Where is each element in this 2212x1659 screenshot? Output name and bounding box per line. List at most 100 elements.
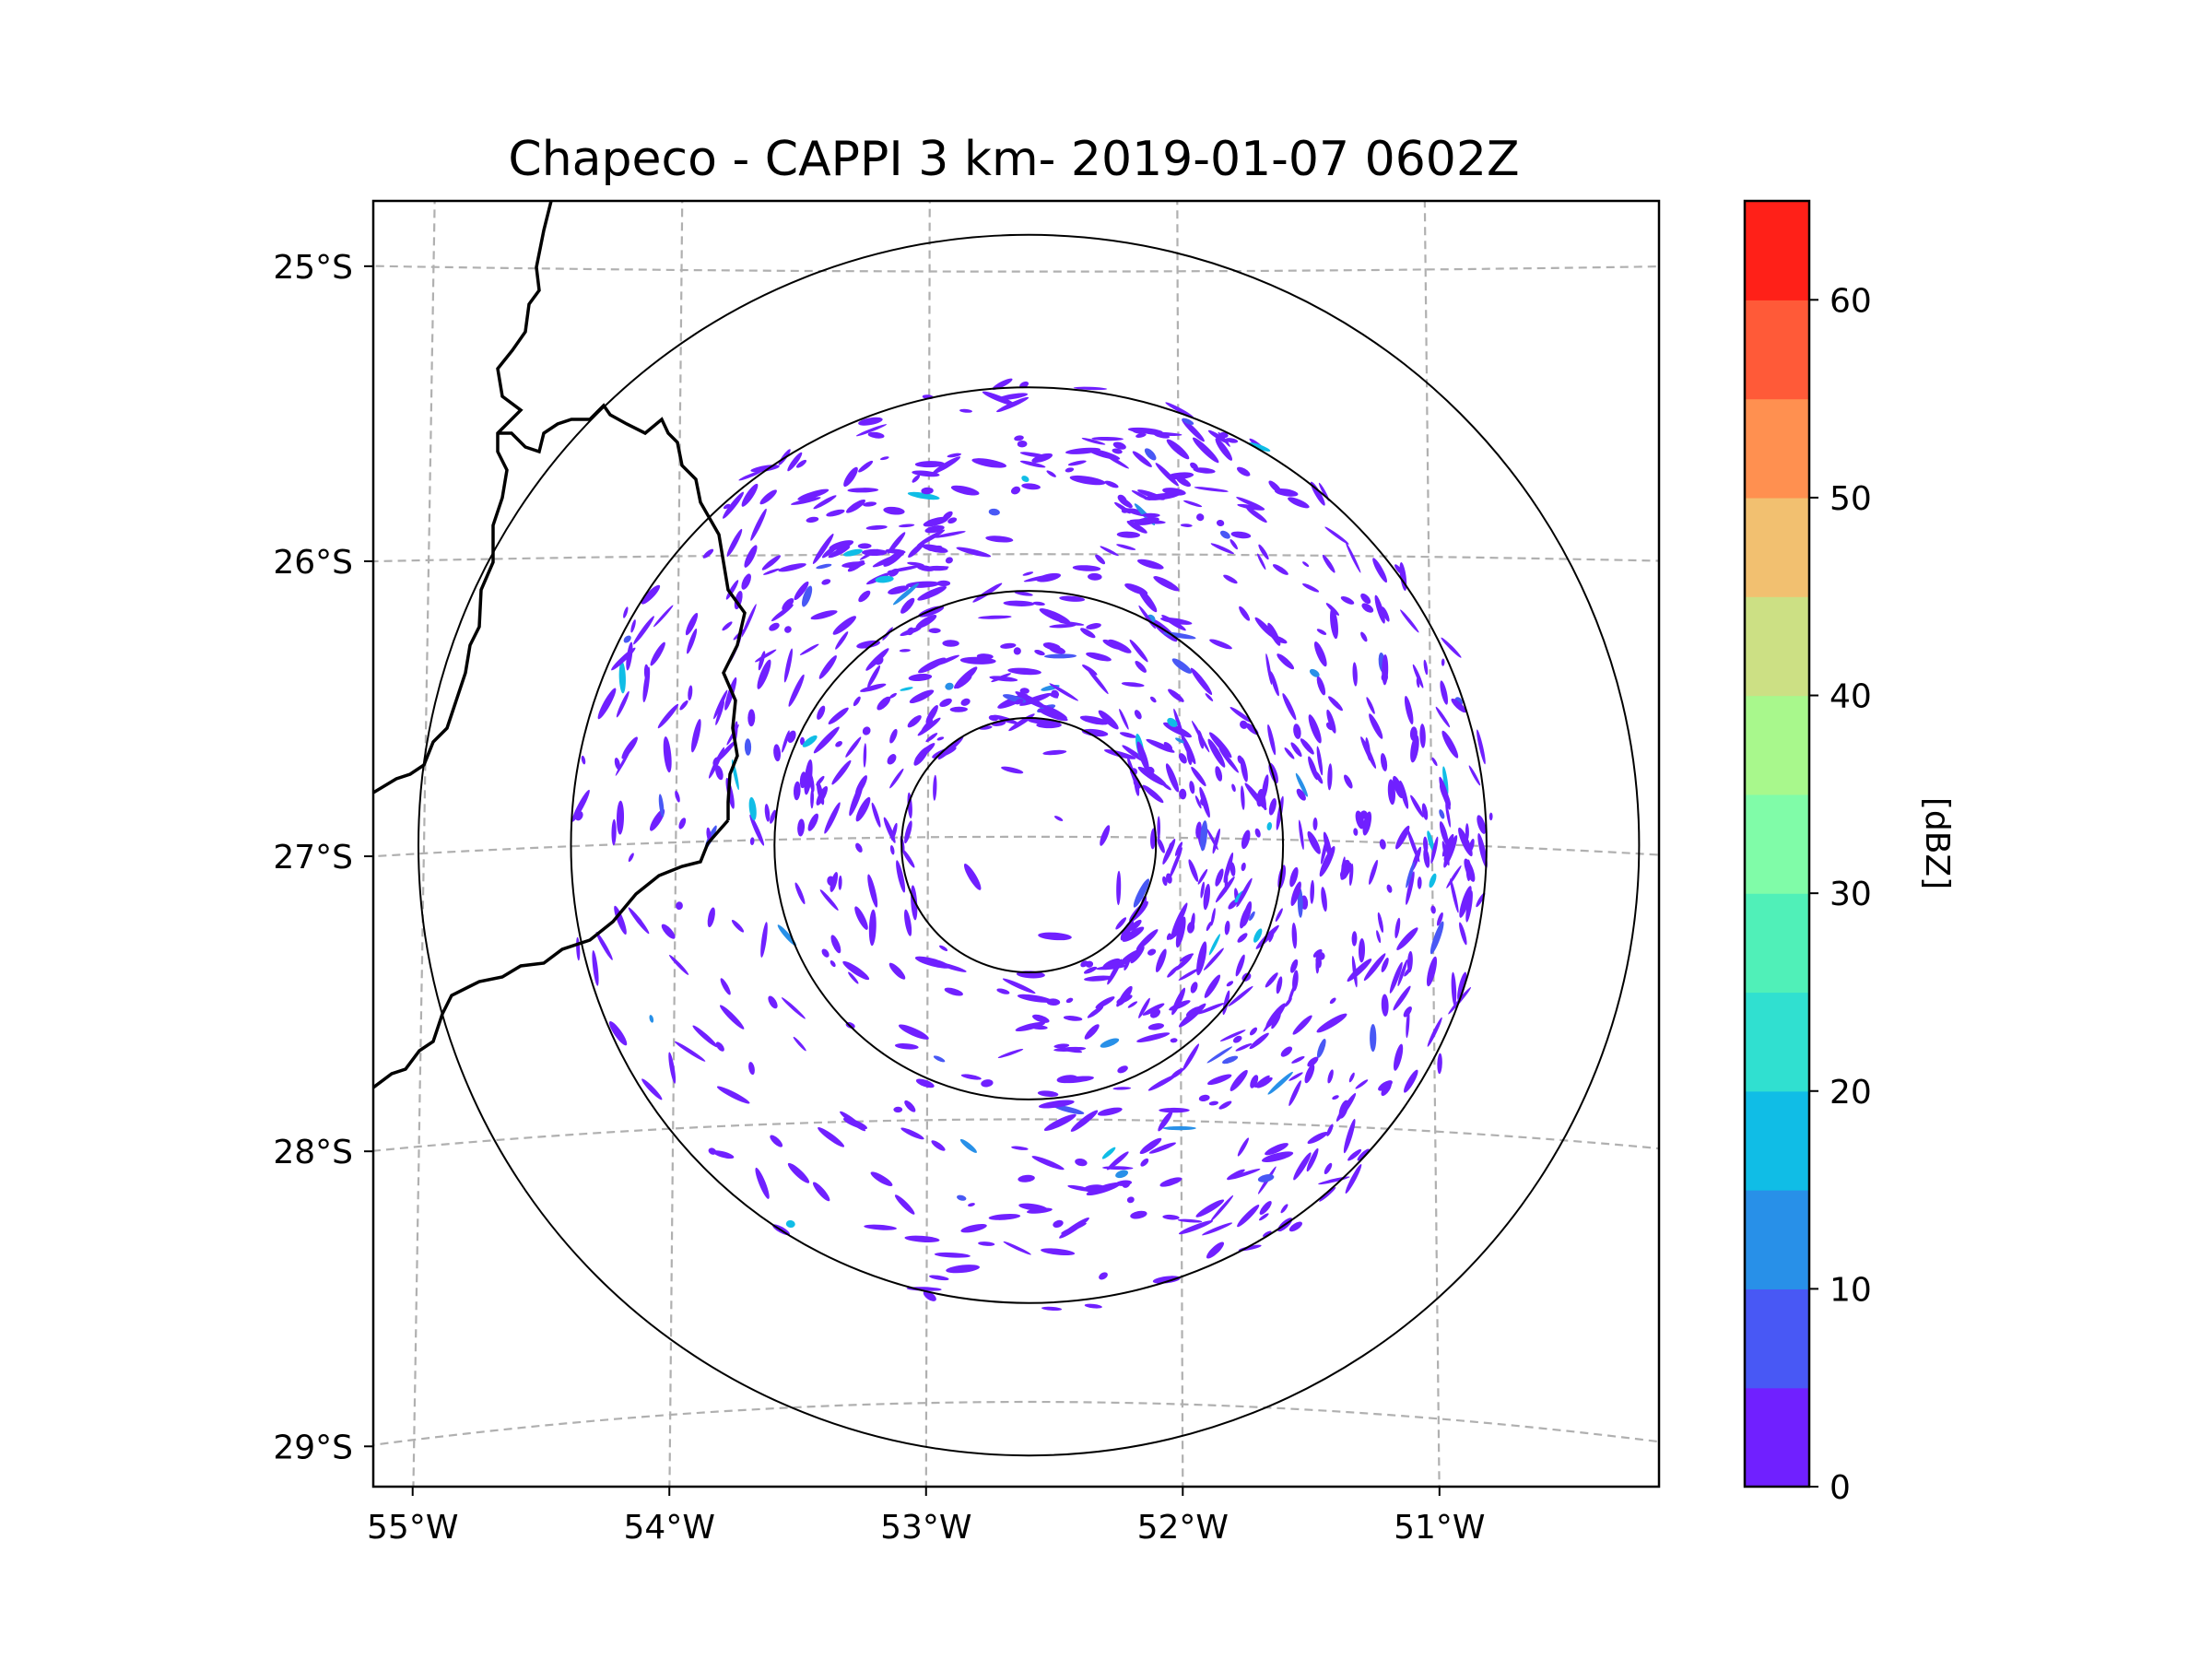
echo-cell	[1230, 1069, 1248, 1091]
echo-cell	[981, 1079, 994, 1088]
echo-cell	[1043, 653, 1077, 659]
echo-cell	[1430, 921, 1444, 955]
echo-cell	[1416, 677, 1420, 688]
echo-cell	[1308, 714, 1322, 744]
echo-cell	[685, 612, 699, 636]
colorbar-segment-9	[1745, 497, 1809, 597]
echo-cell	[942, 640, 959, 647]
echo-cell	[1206, 828, 1218, 851]
echo-cell	[782, 730, 790, 753]
echo-cell	[1049, 683, 1079, 701]
echo-cell	[1406, 861, 1415, 888]
echo-cell	[1129, 919, 1142, 931]
echo-cell	[934, 1252, 971, 1258]
echo-cell	[1104, 480, 1119, 488]
echo-cell	[1307, 1132, 1328, 1144]
echo-cell	[763, 568, 780, 575]
echo-cell	[1240, 720, 1248, 729]
echo-cell	[1216, 519, 1225, 527]
colorbar-segment-1	[1745, 1288, 1809, 1389]
echo-cell	[1189, 781, 1195, 794]
echo-cell	[1249, 1032, 1269, 1050]
gridline-lon-2	[924, 201, 931, 1487]
echo-cell	[1142, 1003, 1165, 1016]
echo-cell	[917, 585, 947, 601]
echo-cell	[741, 483, 759, 507]
echo-cell	[838, 875, 842, 890]
echo-cell	[956, 676, 972, 689]
echo-cell	[845, 499, 866, 513]
echo-cell	[883, 506, 905, 515]
echo-cell	[1322, 554, 1335, 573]
echo-cell	[1165, 402, 1194, 418]
echo-cell	[845, 736, 862, 758]
echo-cell	[1393, 985, 1411, 1011]
echo-cell	[1404, 695, 1414, 725]
colorbar-segment-12	[1745, 201, 1809, 300]
echo-cell	[1017, 994, 1053, 1003]
colorbar-segment-11	[1745, 300, 1809, 400]
echo-cell	[1317, 952, 1325, 960]
echo-cell	[945, 557, 953, 564]
echo-cell	[1138, 997, 1150, 1018]
echo-cell	[1147, 1023, 1165, 1030]
echo-cell	[768, 995, 778, 1009]
echo-cell	[1179, 788, 1187, 800]
echo-cell	[925, 705, 938, 724]
echo-cell	[770, 809, 776, 824]
echo-cell	[854, 906, 868, 930]
echo-cell	[1136, 559, 1164, 570]
echo-cell	[1203, 883, 1211, 911]
gridline-lat-4	[373, 1400, 1659, 1446]
echo-cell	[1465, 890, 1473, 923]
echo-cell	[922, 544, 948, 553]
echo-cell	[1324, 526, 1349, 545]
echo-cell	[898, 1024, 929, 1040]
echo-cell	[992, 378, 1013, 390]
echo-cell	[1387, 779, 1396, 806]
map-plot-area	[371, 199, 1661, 1488]
echo-cell	[843, 466, 858, 488]
echo-cell	[1239, 606, 1251, 621]
echo-cell	[1118, 497, 1133, 509]
colorbar: 0 10 20 30 40 50 60 [dBZ]	[1743, 199, 1956, 1507]
echo-cell	[1262, 1230, 1272, 1237]
echo-cell	[885, 548, 906, 554]
echo-cell	[653, 605, 674, 628]
echo-cell	[1147, 1074, 1177, 1091]
echo-cell	[1084, 1024, 1100, 1040]
echo-cell	[1274, 488, 1299, 497]
echo-cell	[1277, 653, 1295, 670]
echo-cell	[799, 771, 806, 789]
echo-cell	[755, 1167, 770, 1199]
echo-cell	[1268, 798, 1277, 816]
echo-cell	[1230, 531, 1252, 539]
border-line-misiones-east	[498, 403, 747, 820]
echo-cell	[783, 648, 793, 683]
echo-cell	[1114, 501, 1131, 514]
echo-cell	[1241, 785, 1245, 810]
echo-cell	[847, 488, 879, 493]
echo-cell	[899, 649, 911, 653]
echo-cell	[1376, 930, 1382, 944]
echo-cell	[1394, 917, 1401, 939]
echo-cell	[1209, 639, 1232, 650]
echo-cell	[997, 1049, 1024, 1058]
echo-cell	[1206, 1074, 1232, 1086]
echo-cell	[875, 575, 894, 583]
state-borders	[373, 201, 747, 1089]
echo-cell	[1374, 594, 1385, 624]
echo-cell	[1130, 1210, 1147, 1219]
echo-cell	[788, 674, 805, 707]
echo-cell	[759, 489, 777, 505]
echo-cell	[1306, 1147, 1319, 1172]
echo-cell	[741, 604, 757, 638]
gridline-lat-1	[373, 553, 1659, 563]
echo-cell	[828, 707, 849, 724]
lat-tick-label-0: 25°S	[273, 249, 353, 287]
echo-cell	[1266, 822, 1273, 830]
echo-cell	[1237, 933, 1248, 943]
echo-cell	[1381, 958, 1389, 972]
echo-cell	[1193, 467, 1216, 474]
lat-lon-gridlines	[373, 201, 1659, 1487]
